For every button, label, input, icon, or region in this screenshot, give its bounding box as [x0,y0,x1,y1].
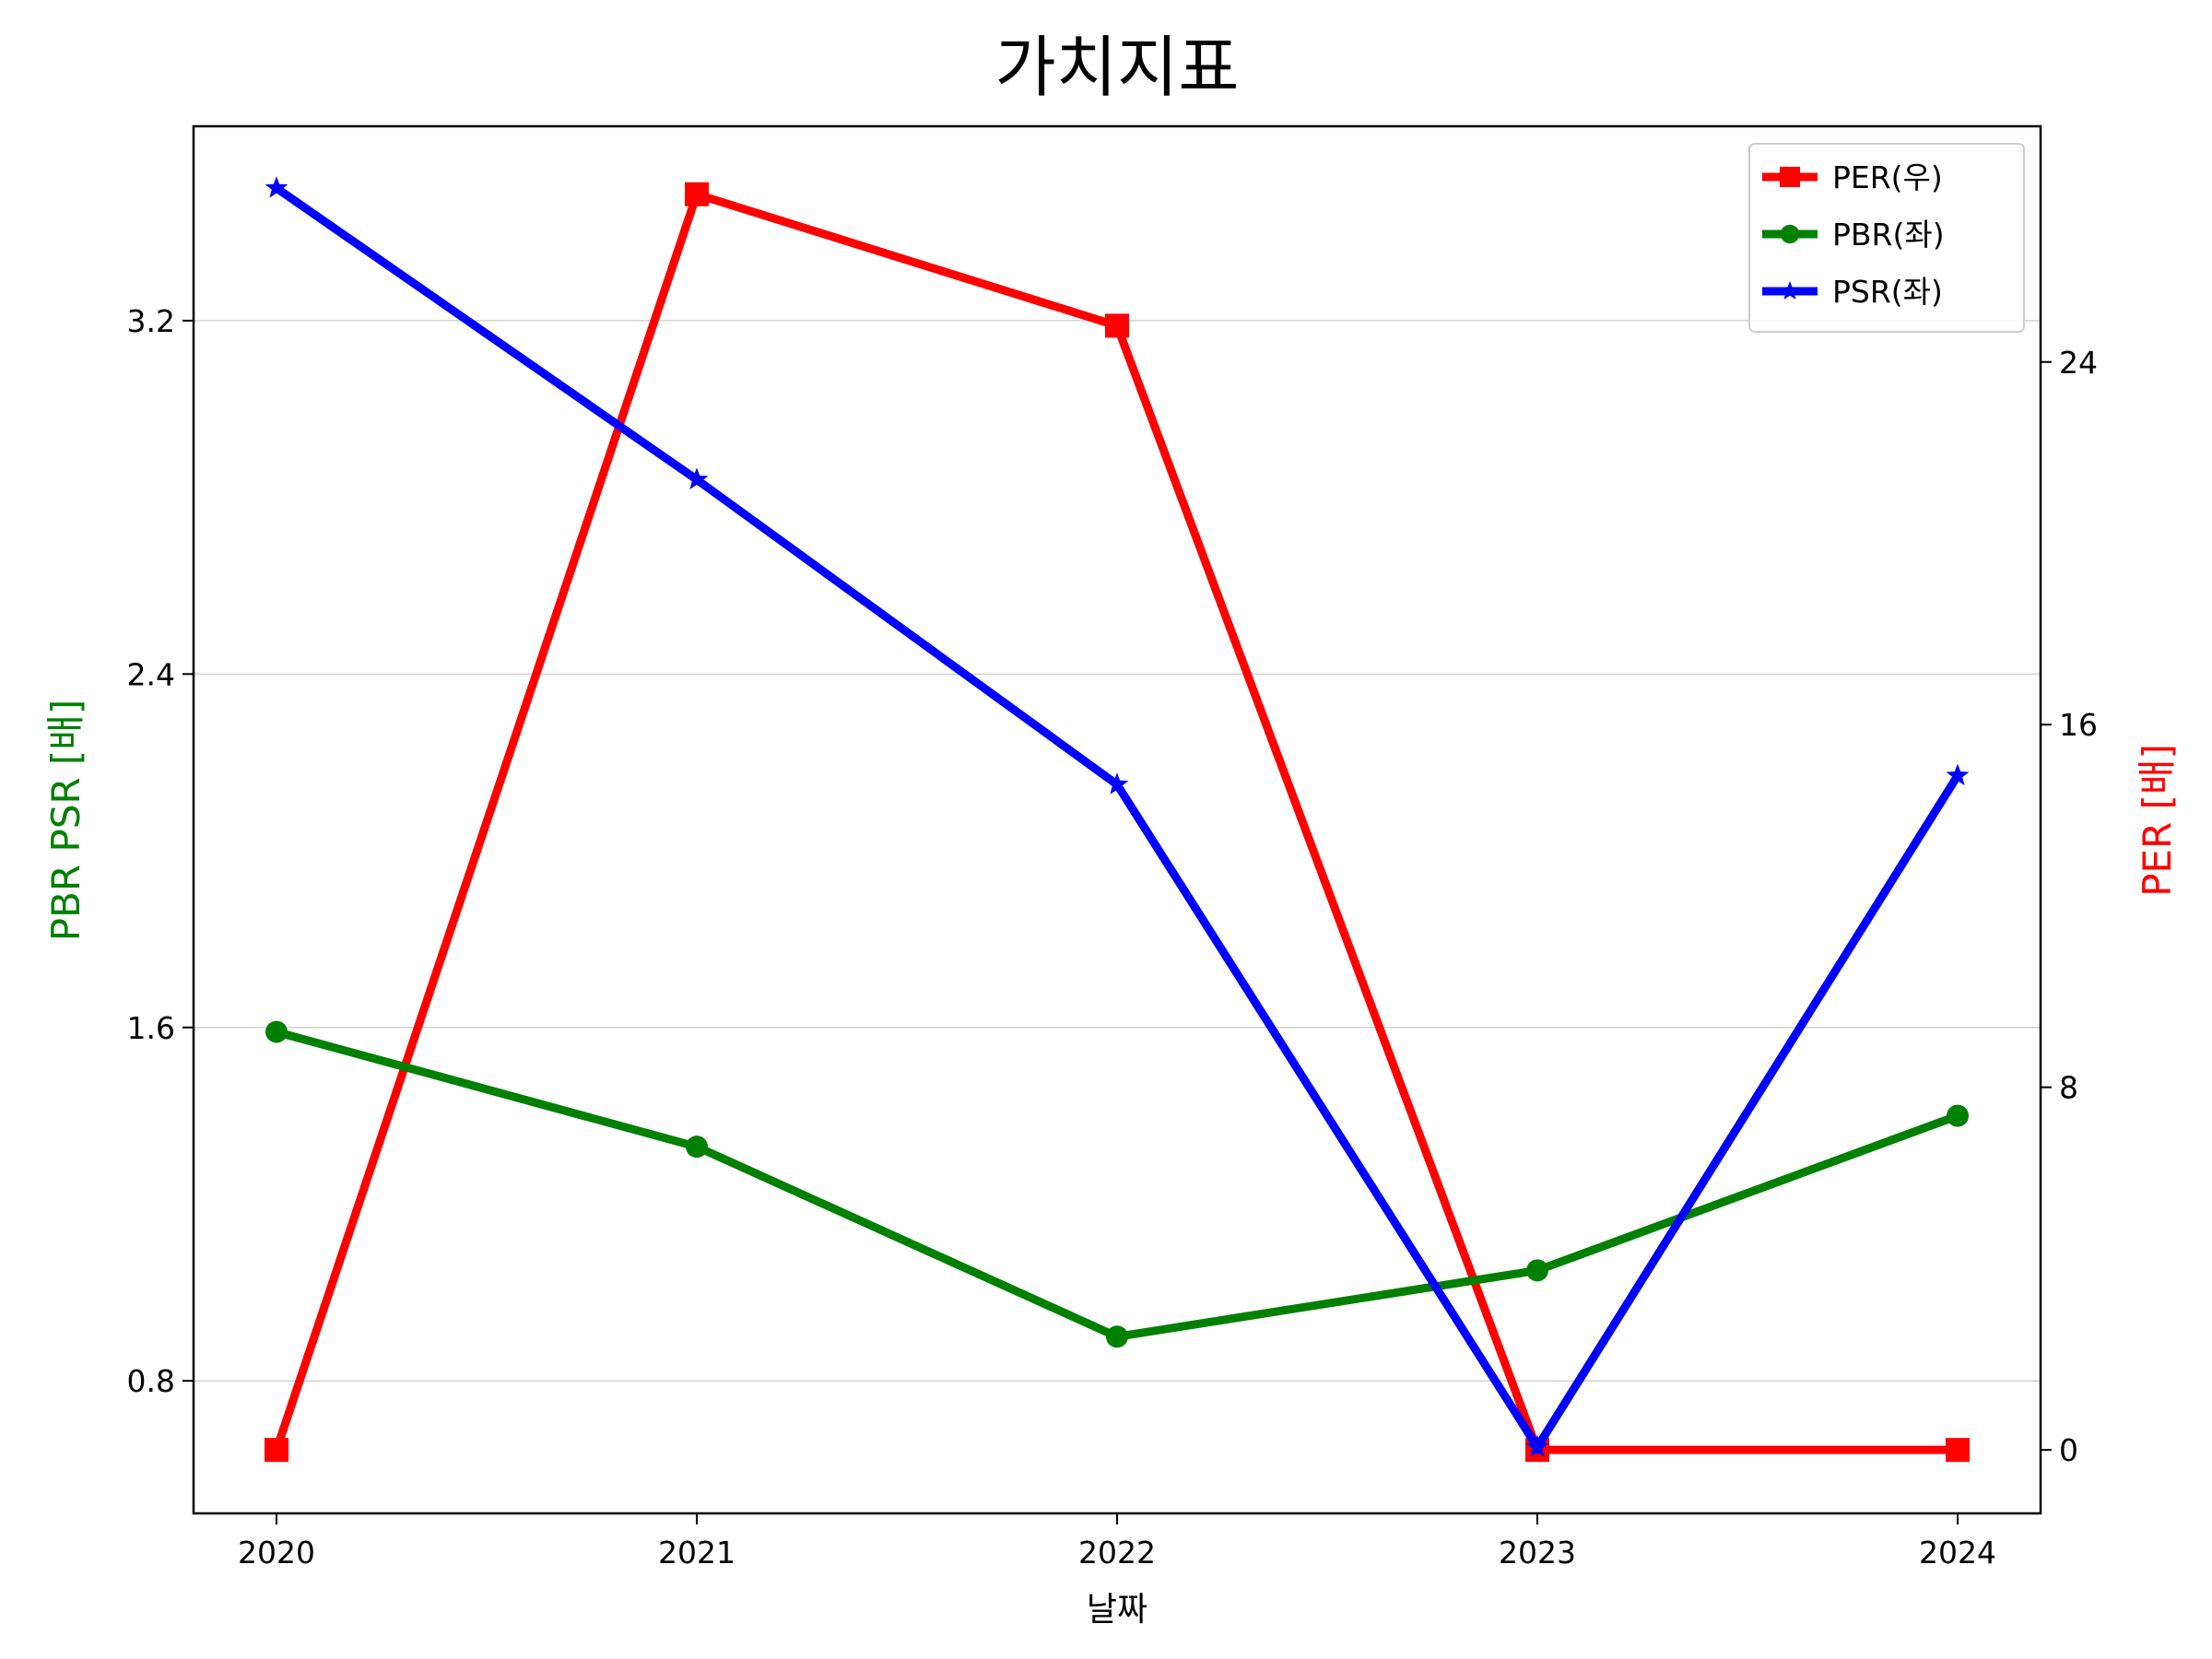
x-tick-label-2024: 2024 [1919,1535,1996,1571]
x-tick-label-2022: 2022 [1078,1535,1156,1571]
right-tick-label-1: 8 [2059,1070,2078,1106]
point-per-2021 [685,182,709,206]
chart-title: 가치지표 [995,29,1240,106]
x-tick-label-2023: 2023 [1499,1535,1576,1571]
left-y-axis-label: PBR PSR [배] [43,700,88,942]
legend-marker-psr [1780,280,1800,300]
right-tick-label-3: 24 [2059,345,2098,381]
point-pbr-2022 [1106,1325,1128,1348]
right-tick-label-0: 0 [2059,1432,2078,1468]
legend-label-per: PER(우) [1832,159,1943,195]
x-tick-label-2021: 2021 [658,1535,735,1571]
axis-ticks: 0.8 1.6 2.4 3.2 0 8 16 24 2020 2021 2022 2023 2024 [127,303,2098,1571]
left-tick-label-1: 1.6 [127,1010,175,1046]
point-psr-2022 [1105,772,1129,794]
x-tick-label-2020: 2020 [238,1535,315,1571]
right-y-axis-label: PER [배] [2135,744,2180,897]
point-per-2022 [1105,313,1129,338]
point-pbr-2020 [265,1020,288,1043]
series-per [265,182,1970,1463]
series-layer [265,176,1970,1463]
legend-box [1748,143,2025,333]
left-tick-label-3: 3.2 [127,303,175,339]
point-pbr-2021 [686,1135,708,1159]
series-psr [265,176,1970,1457]
right-tick-label-2: 16 [2059,707,2098,743]
point-pbr-2024 [1947,1104,1969,1127]
legend-marker-per [1779,166,1801,188]
point-per-2024 [1946,1438,1970,1463]
legend: PER(우) PBR(좌) PSR(좌) [1748,143,2025,333]
point-psr-2021 [685,467,709,489]
legend-label-psr: PSR(좌) [1832,274,1943,310]
point-psr-2020 [265,176,288,198]
legend-marker-pbr [1780,224,1800,244]
legend-label-pbr: PBR(좌) [1832,217,1945,253]
point-psr-2024 [1946,763,1970,786]
left-tick-label-2: 2.4 [127,656,175,692]
point-pbr-2023 [1526,1259,1548,1282]
left-tick-label-0: 0.8 [127,1363,175,1399]
x-axis-label: 날짜 [1087,1591,1147,1629]
point-psr-2023 [1525,1435,1549,1457]
point-per-2020 [265,1438,288,1463]
